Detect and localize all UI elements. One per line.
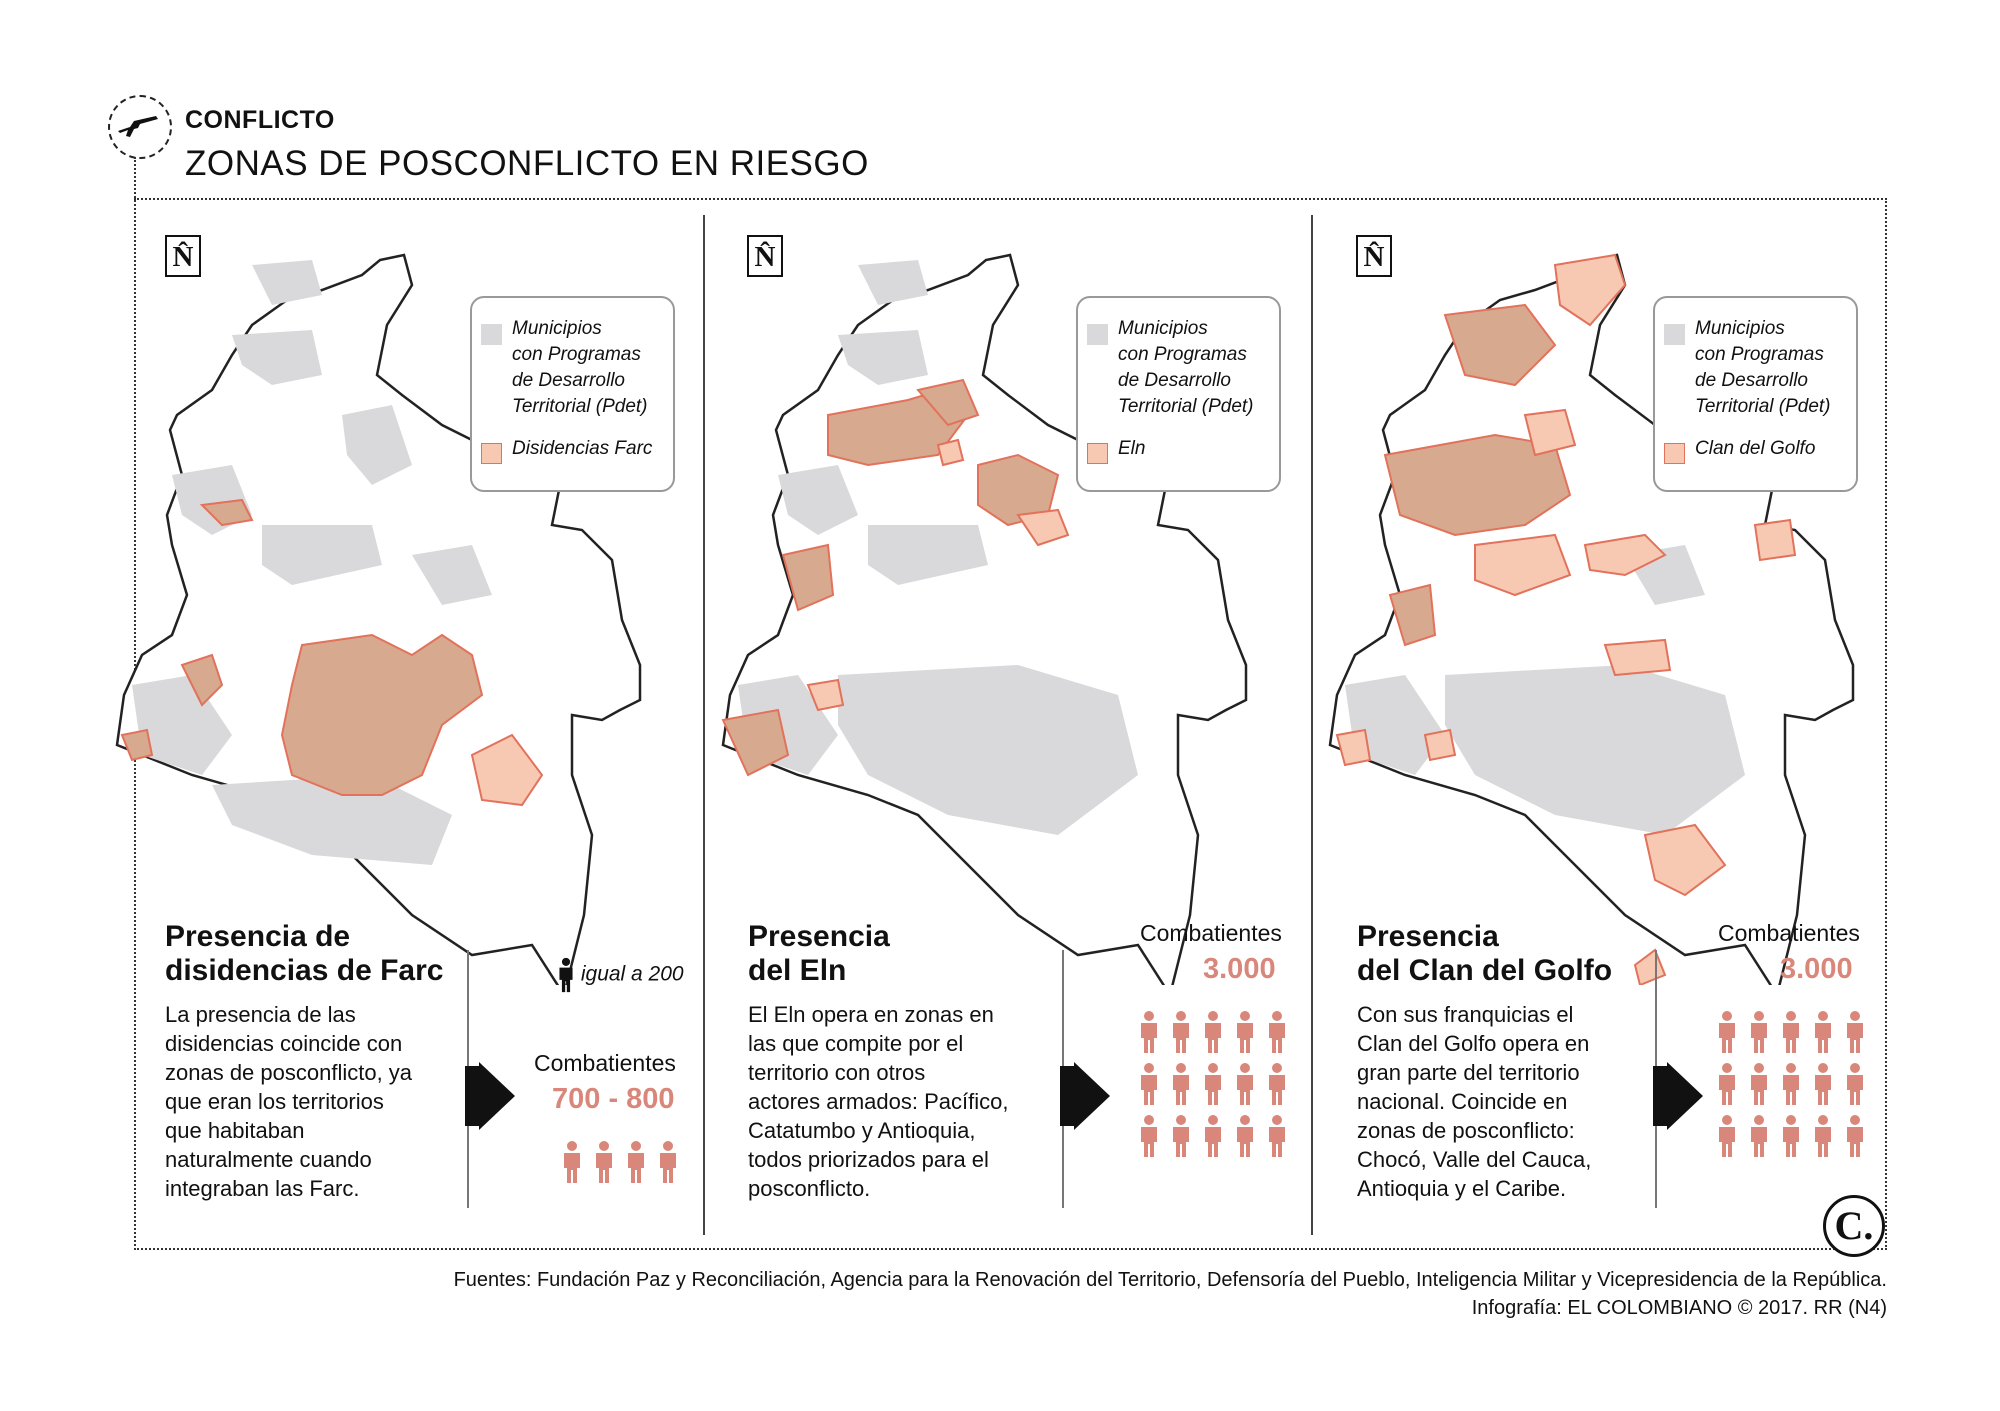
person-figure-icon bbox=[1719, 1063, 1735, 1105]
person-figure-icon bbox=[1751, 1115, 1767, 1157]
person-figure-icon bbox=[564, 1141, 580, 1183]
scale-legend-text: igual a 200 bbox=[580, 962, 684, 986]
rifle-icon-badge bbox=[108, 95, 172, 159]
person-figure-icon bbox=[1815, 1063, 1831, 1105]
map-clan-del-golfo bbox=[1325, 215, 1915, 997]
panel-divider-1 bbox=[703, 215, 705, 1235]
section-body-eln: El Eln opera en zonas en las que compite … bbox=[748, 1002, 1009, 1201]
combatant-figures bbox=[561, 1140, 679, 1184]
pdet-label: Municipios con Programas de Desarrollo Terr… bbox=[1695, 318, 1831, 417]
clan-del-golfo-areas bbox=[1335, 253, 1797, 987]
group-label: Clan del Golfo bbox=[1695, 438, 1816, 459]
person-figure-icon bbox=[1815, 1011, 1831, 1053]
combatants-label: Combatientes bbox=[1718, 920, 1860, 946]
person-figure-icon bbox=[1237, 1011, 1253, 1053]
legend-clan: Municipios con Programas de Desarrollo Terr… bbox=[1653, 296, 1858, 492]
section-body-farc: La presencia de las disidencias coincide … bbox=[165, 1002, 413, 1201]
eln-areas bbox=[721, 378, 1060, 777]
person-figure-icon bbox=[1237, 1115, 1253, 1157]
pdet-label: Municipios con Programas de Desarrollo Terr… bbox=[1118, 318, 1254, 417]
credit-line: Infografía: EL COLOMBIANO © 2017. RR (N4… bbox=[1471, 1297, 1887, 1319]
person-figure-icon bbox=[1751, 1063, 1767, 1105]
person-figure-icon bbox=[1173, 1063, 1189, 1105]
person-figure-icon bbox=[1205, 1115, 1221, 1157]
section-kicker: CONFLICTO bbox=[185, 106, 335, 134]
section-title-farc: Presencia de disidencias de Farc bbox=[165, 920, 444, 987]
group-swatch bbox=[1664, 443, 1685, 464]
person-figure-icon bbox=[1141, 1115, 1157, 1157]
arrow-icon bbox=[1074, 1062, 1110, 1130]
legend-farc: Municipios con Programas de Desarrollo Terr… bbox=[470, 296, 675, 492]
section-body-clan: Con sus franquicias el Clan del Golfo ope… bbox=[1357, 1002, 1592, 1201]
arrow-icon bbox=[479, 1062, 515, 1130]
person-figure-icon bbox=[660, 1141, 676, 1183]
person-figure-icon bbox=[1173, 1115, 1189, 1157]
person-figure-icon bbox=[1237, 1063, 1253, 1105]
person-figure-icon bbox=[596, 1141, 612, 1183]
person-figure-icon bbox=[1847, 1115, 1863, 1157]
arrow-stub-clan bbox=[1653, 1066, 1667, 1126]
person-figure-icon bbox=[1783, 1011, 1799, 1053]
clan-del-golfo-overlap bbox=[1383, 303, 1572, 647]
pdet-swatch bbox=[481, 324, 502, 345]
combatants-value: 700 - 800 bbox=[552, 1083, 675, 1115]
map-eln bbox=[718, 215, 1308, 997]
person-figure-icon bbox=[1719, 1115, 1735, 1157]
person-figure-icon bbox=[1205, 1063, 1221, 1105]
arrow-stub-eln bbox=[1060, 1066, 1074, 1126]
arrow-stub-farc bbox=[465, 1066, 479, 1126]
person-icon bbox=[559, 957, 573, 993]
combatants-value: 3.000 bbox=[1203, 953, 1276, 985]
arrow-icon bbox=[1667, 1062, 1703, 1130]
combatants-label: Combatientes bbox=[534, 1050, 676, 1076]
panel-divider-2 bbox=[1311, 215, 1313, 1235]
map-farc-dissidents bbox=[112, 215, 702, 997]
person-figure-icon bbox=[1847, 1011, 1863, 1053]
person-figure-icon bbox=[1815, 1115, 1831, 1157]
person-figure-icon bbox=[1173, 1011, 1189, 1053]
combatants-label: Combatientes bbox=[1140, 920, 1282, 946]
section-title-clan: Presencia del Clan del Golfo bbox=[1357, 920, 1613, 987]
combatants-value: 3.000 bbox=[1780, 953, 1853, 985]
person-figure-icon bbox=[1269, 1115, 1285, 1157]
group-swatch bbox=[481, 443, 502, 464]
sources-footer: Fuentes: Fundación Paz y Reconciliación,… bbox=[454, 1266, 1887, 1322]
farc-dissidents-areas bbox=[120, 498, 484, 796]
pdet-swatch bbox=[1664, 324, 1685, 345]
figure-scale-legend: igual a 200 bbox=[557, 955, 684, 995]
person-figure-icon bbox=[1141, 1063, 1157, 1105]
combatant-figures bbox=[1138, 1010, 1288, 1158]
person-figure-icon bbox=[1141, 1011, 1157, 1053]
person-figure-icon bbox=[1269, 1063, 1285, 1105]
person-figure-icon bbox=[1269, 1011, 1285, 1053]
section-title-eln: Presencia del Eln bbox=[748, 920, 890, 987]
pdet-swatch bbox=[1087, 324, 1108, 345]
north-arrow-3: N̂ bbox=[1356, 235, 1392, 277]
north-arrow-1: N̂ bbox=[165, 235, 201, 277]
person-figure-icon bbox=[1783, 1063, 1799, 1105]
person-figure-icon bbox=[1205, 1011, 1221, 1053]
north-arrow-2: N̂ bbox=[747, 235, 783, 277]
sources-line: Fuentes: Fundación Paz y Reconciliación,… bbox=[453, 1269, 1887, 1291]
pdet-label: Municipios con Programas de Desarrollo Terr… bbox=[512, 318, 648, 417]
page-title: ZONAS DE POSCONFLICTO EN RIESGO bbox=[185, 144, 869, 183]
person-figure-icon bbox=[1751, 1011, 1767, 1053]
el-colombiano-logo: C. bbox=[1823, 1195, 1885, 1257]
person-figure-icon bbox=[1783, 1115, 1799, 1157]
person-figure-icon bbox=[628, 1141, 644, 1183]
combatant-figures bbox=[1716, 1010, 1866, 1158]
person-figure-icon bbox=[1847, 1063, 1863, 1105]
person-figure-icon bbox=[1719, 1011, 1735, 1053]
group-swatch bbox=[1087, 443, 1108, 464]
group-label: Eln bbox=[1118, 438, 1146, 459]
rifle-icon bbox=[118, 116, 158, 137]
legend-eln: Municipios con Programas de Desarrollo Terr… bbox=[1076, 296, 1281, 492]
infographic-frame bbox=[134, 198, 1887, 1250]
group-label: Disidencias Farc bbox=[512, 438, 653, 459]
